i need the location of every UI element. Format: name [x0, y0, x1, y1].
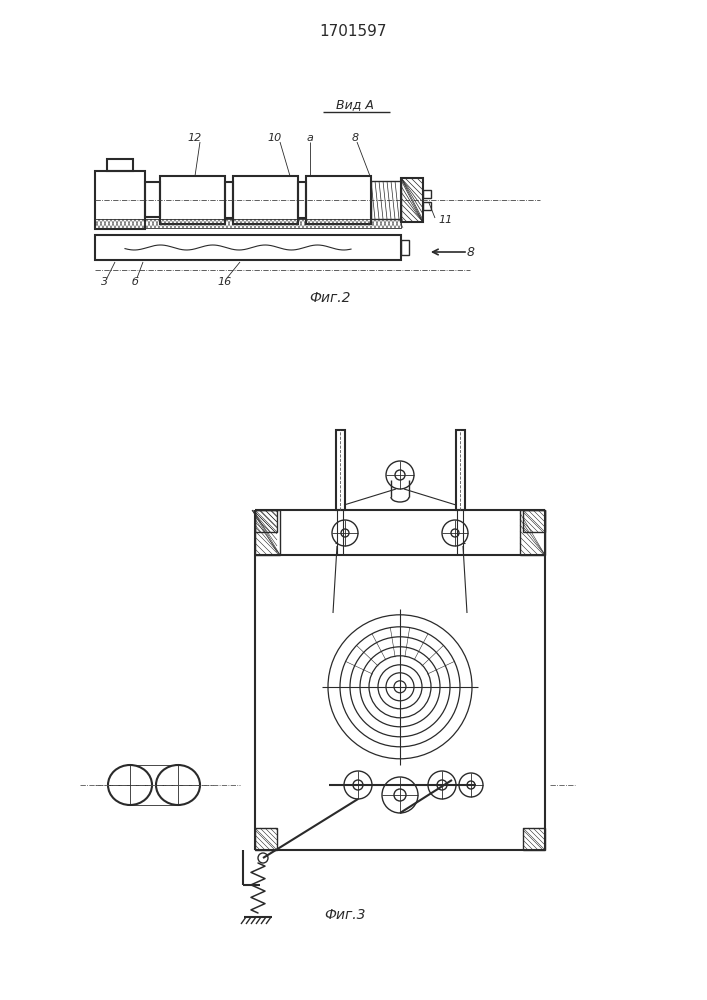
Text: Вид А: Вид А	[336, 99, 374, 111]
Bar	[107, 159, 133, 171]
Text: 1701597: 1701597	[320, 24, 387, 39]
Bar	[298, 182, 306, 218]
Bar	[95, 219, 401, 228]
Bar	[160, 176, 225, 224]
Text: 16: 16	[218, 277, 232, 287]
Bar	[306, 176, 371, 224]
Bar	[255, 828, 277, 850]
Bar	[423, 202, 431, 210]
Text: 10: 10	[268, 133, 282, 143]
Bar	[401, 240, 409, 255]
Bar	[145, 182, 160, 217]
Bar	[523, 828, 545, 850]
Bar	[255, 510, 277, 532]
Bar	[233, 176, 298, 224]
Bar	[423, 190, 431, 198]
Bar	[255, 510, 280, 555]
Text: 3: 3	[101, 277, 109, 287]
Bar	[520, 510, 545, 555]
Text: б: б	[132, 277, 139, 287]
Text: Фиг.2: Фиг.2	[309, 291, 351, 305]
Bar	[95, 171, 145, 229]
Bar	[401, 178, 423, 222]
Text: а: а	[307, 133, 313, 143]
Bar	[95, 235, 401, 260]
Text: 8: 8	[467, 245, 475, 258]
Text: 11: 11	[438, 215, 452, 225]
Bar	[336, 430, 345, 510]
Bar	[523, 510, 545, 532]
Text: 12: 12	[188, 133, 202, 143]
Bar	[225, 182, 233, 218]
Bar	[456, 430, 465, 510]
Bar	[371, 181, 401, 219]
Text: 8: 8	[351, 133, 358, 143]
Text: Фиг.3: Фиг.3	[325, 908, 366, 922]
